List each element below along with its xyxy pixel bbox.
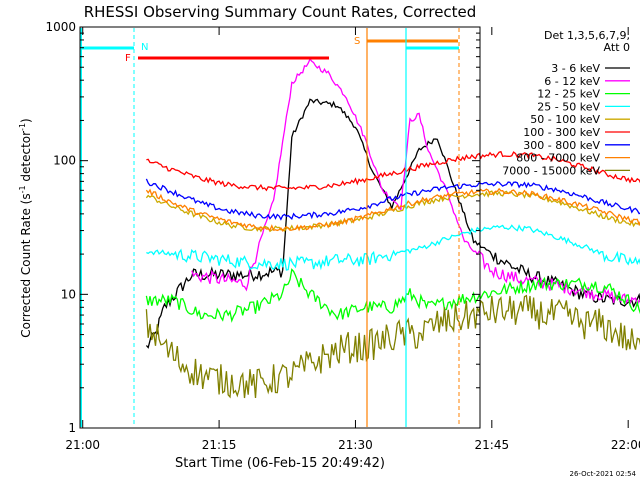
legend-label-3: 12 - 25 keV: [537, 88, 600, 101]
series-layer: [145, 57, 640, 399]
y-axis-label: Corrected Count Rate (s-1 detector-1): [18, 118, 33, 337]
legend-label-4: 25 - 50 keV: [537, 100, 600, 113]
y-tick-label: 10: [61, 287, 76, 301]
legend-label-7: 300 - 800 keV: [523, 139, 600, 152]
legend-title-line1: Det 1,3,5,6,7,9,: [544, 29, 630, 42]
timestamp: 26-Oct-2021 02:54: [570, 470, 637, 478]
series-line-6: [146, 150, 640, 192]
y-tick-label: 1000: [45, 20, 76, 34]
series-line-7: [145, 178, 640, 221]
y-axis-label-mid: detector: [19, 131, 33, 186]
x-axis-label: Start Time (06-Feb-15 20:49:42): [175, 456, 385, 471]
series-line-4: [146, 224, 640, 271]
x-tick-label: 21:30: [338, 438, 373, 452]
legend-label-6: 100 - 300 keV: [523, 126, 600, 139]
x-tick-label: 21:15: [202, 438, 237, 452]
y-axis-label-end: ): [19, 118, 33, 123]
series-line-2: [191, 57, 640, 307]
chart-title: RHESSI Observing Summary Count Rates, Co…: [84, 3, 477, 21]
legend-label-8: 800 - 7000 keV: [516, 152, 600, 165]
night-label: N: [141, 42, 148, 53]
x-tick-label: 21:45: [475, 438, 510, 452]
series-line-1: [145, 98, 640, 349]
x-tick-label: 22:00: [611, 438, 640, 452]
flare-label: F: [125, 53, 131, 64]
x-tick-label: 21:00: [65, 438, 100, 452]
y-tick-label: 1: [68, 421, 76, 435]
legend-label-9: 7000 - 15000 keV: [502, 164, 600, 177]
legend-label-1: 3 - 6 keV: [551, 62, 600, 75]
legend-label-2: 6 - 12 keV: [544, 75, 600, 88]
series-line-9: [145, 294, 640, 399]
y-axis-label-sup2: -1: [18, 123, 27, 131]
series-line-8: [145, 187, 640, 232]
y-tick-label: 100: [53, 154, 76, 168]
legend-label-5: 50 - 100 keV: [530, 113, 600, 126]
y-axis-label-sup1: -1: [18, 185, 27, 193]
series-line-5: [145, 190, 640, 233]
annotation-layer: NF S: [80, 28, 460, 427]
y-axis-label-main: Corrected Count Rate (s: [19, 193, 33, 337]
series-line-3: [145, 268, 640, 323]
saa-label: S: [354, 36, 360, 47]
legend-title-line2: Att 0: [604, 41, 630, 54]
plot-frame: [79, 26, 481, 429]
